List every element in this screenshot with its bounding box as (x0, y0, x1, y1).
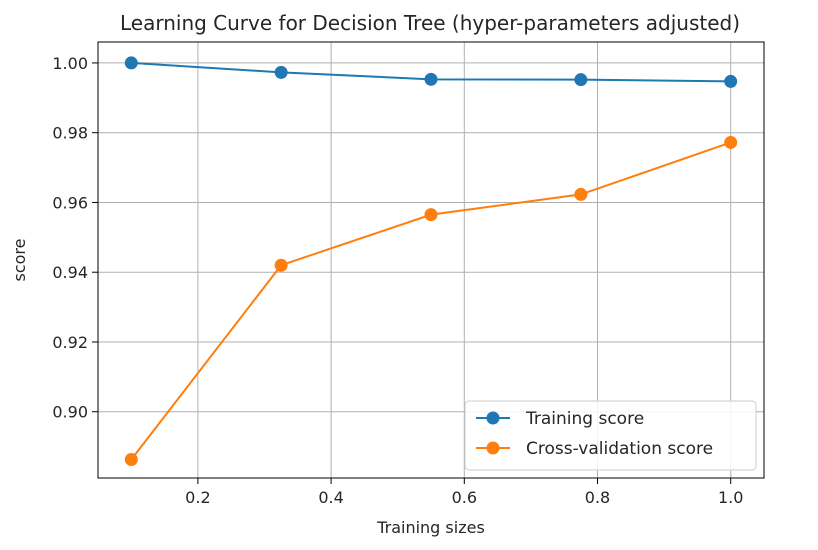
legend-box (464, 400, 757, 471)
legend-label-training: Training score (525, 409, 644, 429)
x-tick-label: 1.0 (718, 488, 743, 507)
x-tick-label: 0.2 (185, 488, 210, 507)
data-point-cross-validation-score (574, 187, 588, 201)
data-point-training-score (124, 56, 138, 70)
y-axis-label: score (10, 239, 29, 282)
plot-area (97, 41, 765, 479)
data-point-training-score (724, 74, 738, 88)
legend-marker-training (486, 411, 500, 425)
y-tick-label: 0.94 (52, 263, 88, 282)
legend-marker-cv (486, 441, 500, 455)
chart-title: Learning Curve for Decision Tree (hyper-… (120, 11, 740, 35)
x-axis-label: Training sizes (376, 518, 485, 537)
x-tick-label: 0.6 (452, 488, 477, 507)
data-point-cross-validation-score (724, 135, 738, 149)
series-layer (124, 56, 738, 467)
data-point-cross-validation-score (274, 258, 288, 272)
data-point-training-score (424, 72, 438, 86)
legend: Training score Cross-validation score (464, 400, 757, 471)
x-tick-label: 0.8 (585, 488, 610, 507)
data-point-training-score (574, 73, 588, 87)
y-tick-label: 0.96 (52, 193, 88, 212)
y-tick-label: 1.00 (52, 54, 88, 73)
data-point-training-score (274, 65, 288, 79)
y-tick-label: 0.98 (52, 124, 88, 143)
y-tick-label: 0.92 (52, 333, 88, 352)
y-tick-label: 0.90 (52, 403, 88, 422)
x-tick-label: 0.4 (318, 488, 343, 507)
data-point-cross-validation-score (124, 453, 138, 467)
grid-lines (98, 42, 764, 478)
legend-label-cv: Cross-validation score (526, 439, 713, 459)
data-point-cross-validation-score (424, 208, 438, 222)
axis-ticks: 0.2 0.4 0.6 0.8 1.0 0.90 0.92 0.94 0.96 0.98 1.00 (52, 54, 743, 507)
